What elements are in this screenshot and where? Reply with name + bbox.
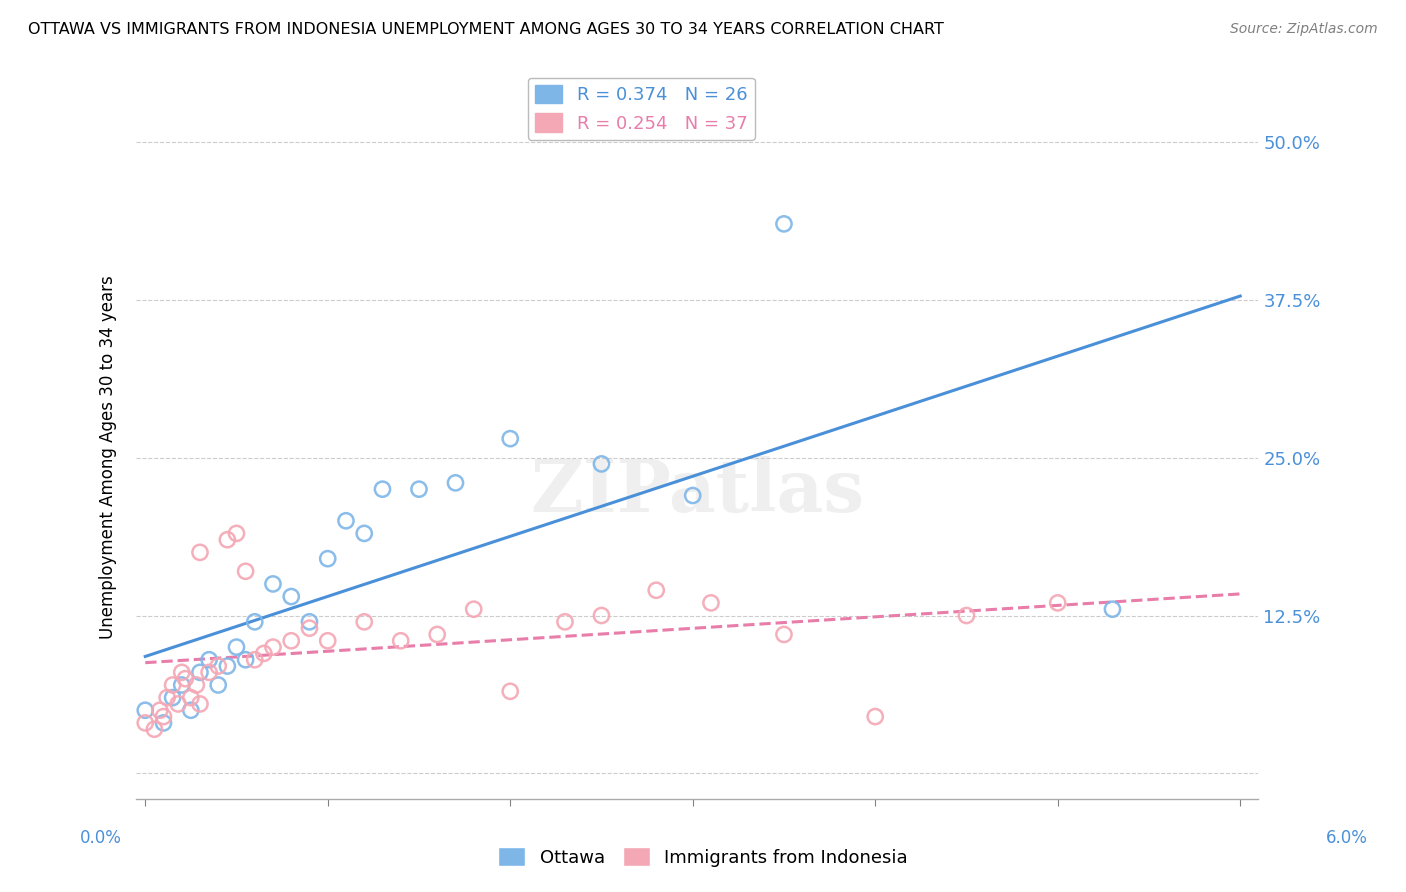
Point — [1046, 596, 1069, 610]
Point — [134, 715, 156, 730]
Point — [180, 690, 202, 705]
Point — [198, 665, 221, 680]
Point — [253, 647, 276, 661]
Point — [353, 526, 375, 541]
Point — [188, 665, 211, 680]
Point — [316, 633, 339, 648]
Point — [207, 678, 229, 692]
Point — [353, 615, 375, 629]
Point — [243, 615, 266, 629]
Point — [773, 627, 796, 641]
Text: Source: ZipAtlas.com: Source: ZipAtlas.com — [1230, 22, 1378, 37]
Text: OTTAWA VS IMMIGRANTS FROM INDONESIA UNEMPLOYMENT AMONG AGES 30 TO 34 YEARS CORRE: OTTAWA VS IMMIGRANTS FROM INDONESIA UNEM… — [28, 22, 943, 37]
Point — [198, 653, 221, 667]
Legend: R = 0.374   N = 26, R = 0.254   N = 37: R = 0.374 N = 26, R = 0.254 N = 37 — [527, 78, 755, 140]
Point — [186, 678, 208, 692]
Point — [188, 697, 211, 711]
Point — [167, 697, 190, 711]
Point — [499, 432, 522, 446]
Point — [262, 577, 284, 591]
Y-axis label: Unemployment Among Ages 30 to 34 years: Unemployment Among Ages 30 to 34 years — [100, 276, 117, 640]
Point — [280, 590, 302, 604]
Text: 0.0%: 0.0% — [80, 829, 122, 847]
Point — [280, 633, 302, 648]
Point — [408, 482, 430, 496]
Point — [207, 659, 229, 673]
Point — [371, 482, 394, 496]
Point — [682, 488, 704, 502]
Point — [149, 703, 172, 717]
Point — [243, 653, 266, 667]
Point — [554, 615, 576, 629]
Point — [298, 621, 321, 635]
Point — [645, 583, 668, 598]
Legend: Ottawa, Immigrants from Indonesia: Ottawa, Immigrants from Indonesia — [491, 840, 915, 874]
Point — [134, 703, 156, 717]
Text: ZIPatlas: ZIPatlas — [530, 456, 865, 527]
Point — [1101, 602, 1123, 616]
Point — [316, 551, 339, 566]
Point — [262, 640, 284, 654]
Point — [499, 684, 522, 698]
Point — [700, 596, 723, 610]
Text: 6.0%: 6.0% — [1326, 829, 1368, 847]
Point — [298, 615, 321, 629]
Point — [162, 690, 184, 705]
Point — [235, 564, 257, 578]
Point — [174, 672, 197, 686]
Point — [225, 640, 247, 654]
Point — [235, 653, 257, 667]
Point — [863, 709, 886, 723]
Point — [156, 690, 179, 705]
Point — [225, 526, 247, 541]
Point — [180, 703, 202, 717]
Point — [162, 678, 184, 692]
Point — [444, 475, 467, 490]
Point — [335, 514, 357, 528]
Point — [170, 665, 193, 680]
Point — [217, 659, 239, 673]
Point — [591, 608, 613, 623]
Point — [143, 723, 166, 737]
Point — [463, 602, 485, 616]
Point — [426, 627, 449, 641]
Point — [152, 709, 174, 723]
Point — [217, 533, 239, 547]
Point — [955, 608, 977, 623]
Point — [389, 633, 412, 648]
Point — [188, 545, 211, 559]
Point — [170, 678, 193, 692]
Point — [591, 457, 613, 471]
Point — [152, 715, 174, 730]
Point — [773, 217, 796, 231]
